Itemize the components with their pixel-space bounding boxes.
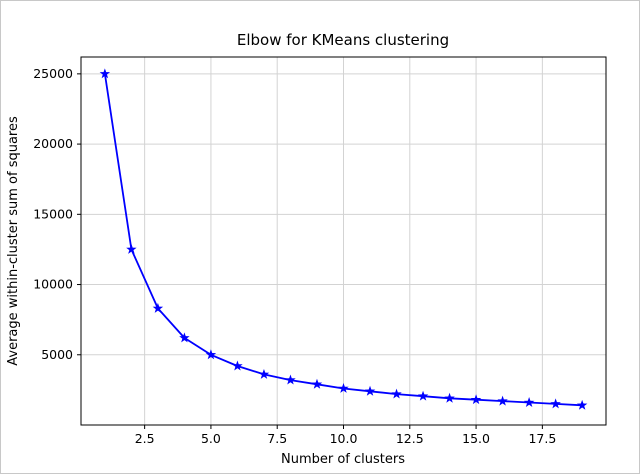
x-tick-label: 12.5 — [396, 431, 424, 446]
y-tick-label: 25000 — [33, 66, 73, 81]
y-tick-label: 10000 — [33, 277, 73, 292]
data-point-marker — [126, 243, 137, 254]
x-tick-label: 2.5 — [135, 431, 155, 446]
data-point-marker — [179, 332, 190, 343]
data-point-marker — [444, 392, 455, 403]
data-point-marker — [232, 360, 243, 371]
data-point-marker — [338, 382, 349, 393]
x-tick-label: 17.5 — [528, 431, 556, 446]
data-point-marker — [205, 349, 217, 360]
grid-layer — [81, 57, 606, 425]
x-axis-label: Number of clusters — [281, 452, 405, 467]
x-tick-label: 7.5 — [267, 431, 287, 446]
data-point-marker — [99, 68, 111, 79]
x-tick-label: 5.0 — [201, 431, 221, 446]
data-point-marker — [417, 390, 429, 401]
plot-border — [80, 56, 607, 426]
x-tick-label: 10.0 — [330, 431, 358, 446]
plot-layer — [99, 68, 588, 410]
data-point-marker — [470, 394, 482, 405]
data-point-marker — [285, 374, 296, 385]
data-point-marker — [364, 385, 376, 396]
y-axis-label: Average within-cluster sum of squares — [6, 116, 21, 366]
data-point-marker — [497, 395, 508, 406]
data-point-marker — [152, 302, 164, 313]
data-point-marker — [523, 397, 535, 407]
y-tick-label: 20000 — [33, 136, 73, 151]
axis-layer: 2.5 5.0 7.5 10.0 12.5 15.0 17.5 5000 10000 15000 2… — [33, 56, 607, 446]
data-point-marker — [550, 398, 561, 409]
data-point-marker — [311, 378, 323, 389]
chart-title: Elbow for KMeans clustering — [237, 31, 449, 49]
y-tick-label: 5000 — [41, 347, 73, 362]
data-point-marker — [576, 399, 588, 410]
data-point-marker — [391, 388, 402, 399]
x-tick-label: 15.0 — [462, 431, 490, 446]
y-tick-label: 15000 — [33, 206, 73, 221]
data-point-marker — [258, 368, 270, 379]
